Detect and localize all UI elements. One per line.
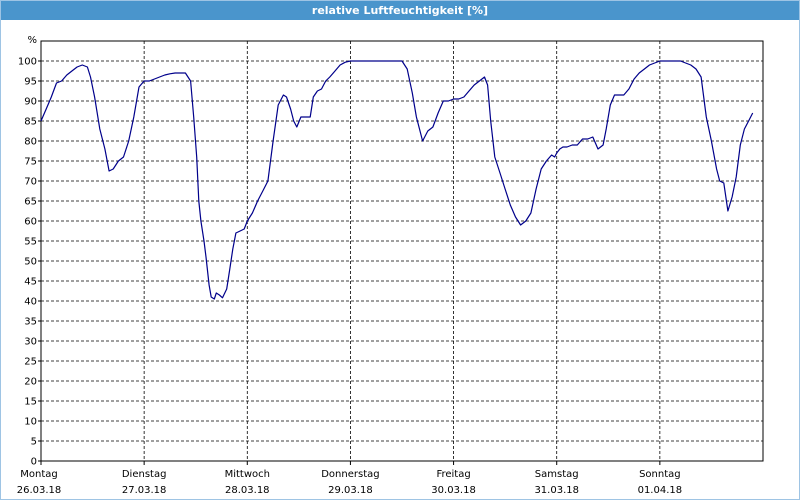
y-tick-label: 15 xyxy=(24,397,37,408)
y-tick-label: 25 xyxy=(24,357,37,368)
label-layer: 0 5 10 15 20 25 30 35 40 45 50 55 60 65 70 75 80 85 90 95 10… xyxy=(17,35,682,496)
grid-layer xyxy=(41,41,763,461)
y-tick-label: 70 xyxy=(24,177,37,188)
y-tick-label: 20 xyxy=(24,377,37,388)
y-tick-label: 10 xyxy=(24,417,37,428)
x-tick-day-label: Montag xyxy=(20,469,57,480)
y-tick-label: 0 xyxy=(31,457,37,468)
y-tick-label: 90 xyxy=(24,97,37,108)
y-tick-label: 85 xyxy=(24,117,37,128)
x-tick-date-label: 01.04.18 xyxy=(638,485,683,496)
y-tick-label: 40 xyxy=(24,297,37,308)
x-tick-date-label: 30.03.18 xyxy=(431,485,476,496)
y-tick-label: 75 xyxy=(24,157,37,168)
x-tick-day-label: Samstag xyxy=(535,469,579,480)
axes-layer xyxy=(38,40,764,465)
plot-frame xyxy=(40,40,764,462)
y-tick-label: 50 xyxy=(24,257,37,268)
x-tick-date-label: 26.03.18 xyxy=(17,485,62,496)
x-tick-date-label: 29.03.18 xyxy=(328,485,373,496)
series-layer xyxy=(40,60,754,300)
y-tick-label: 65 xyxy=(24,197,37,208)
y-tick-label: 5 xyxy=(31,437,37,448)
x-tick-date-label: 27.03.18 xyxy=(122,485,167,496)
y-tick-label: 95 xyxy=(24,77,37,88)
x-tick-day-label: Dienstag xyxy=(122,469,167,480)
y-tick-label: 60 xyxy=(24,217,37,228)
y-tick-label: 30 xyxy=(24,337,37,348)
y-tick-label: 100 xyxy=(18,57,37,68)
humidity-series-line xyxy=(40,60,754,300)
x-tick-day-label: Mittwoch xyxy=(225,469,270,480)
x-tick-date-label: 31.03.18 xyxy=(534,485,579,496)
y-tick-label: 80 xyxy=(24,137,37,148)
y-axis-label: % xyxy=(27,35,37,46)
x-tick-date-label: 28.03.18 xyxy=(225,485,270,496)
y-tick-label: 55 xyxy=(24,237,37,248)
chart-title: relative Luftfeuchtigkeit [%] xyxy=(1,1,799,20)
y-tick-label: 45 xyxy=(24,277,37,288)
x-tick-day-label: Sonntag xyxy=(639,469,681,480)
x-tick-day-label: Freitag xyxy=(436,469,470,480)
y-tick-label: 35 xyxy=(24,317,37,328)
x-tick-day-label: Donnerstag xyxy=(321,469,379,480)
